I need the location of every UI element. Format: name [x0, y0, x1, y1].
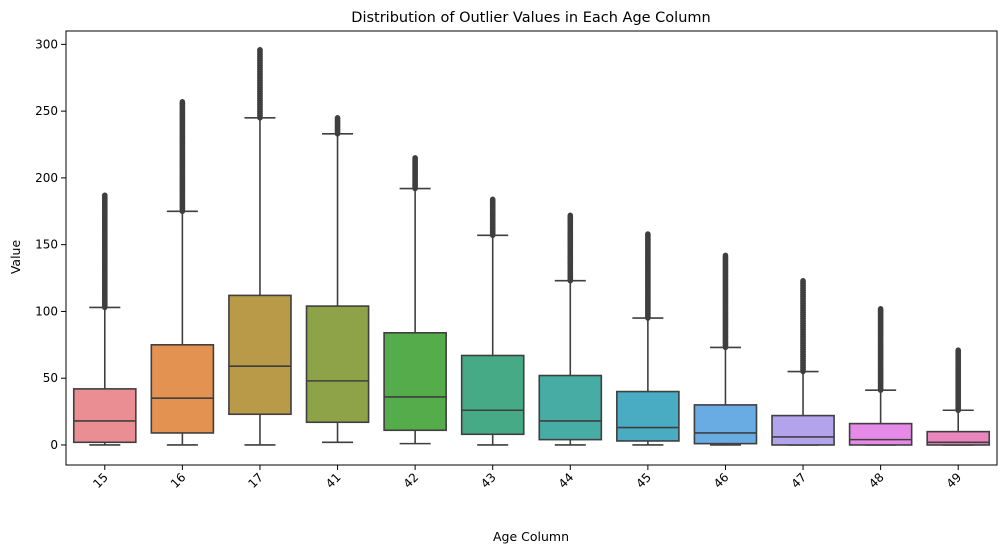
- outlier-point: [101, 192, 108, 199]
- box-body: [305, 305, 370, 424]
- outlier-point: [722, 254, 729, 261]
- x-tick-label: 16: [168, 470, 189, 491]
- box-48: [848, 306, 913, 446]
- y-tick-label: 0: [50, 438, 58, 452]
- x-tick-label: 48: [866, 470, 887, 491]
- x-tick-label: 17: [245, 470, 266, 491]
- box-body: [228, 294, 292, 416]
- x-tick-label: 41: [323, 470, 344, 491]
- chart-title: Distribution of Outlier Values in Each A…: [351, 10, 710, 26]
- x-axis-ticks: 15 16 17 41 42 43 44 45 46 47 48 49: [90, 465, 964, 491]
- outlier-point: [800, 278, 807, 285]
- box-16: [150, 99, 215, 446]
- outlier-point: [955, 348, 962, 355]
- box-45: [616, 231, 680, 446]
- box-46: [693, 252, 758, 446]
- outlier-point: [412, 154, 419, 161]
- box-body: [693, 404, 758, 445]
- y-axis-label: Value: [8, 240, 23, 275]
- box-17: [228, 46, 292, 446]
- outlier-point: [334, 115, 341, 122]
- box-43: [460, 196, 525, 446]
- outlier-point: [644, 231, 651, 238]
- outlier-point: [489, 197, 496, 204]
- x-tick-label: 42: [401, 470, 422, 491]
- outlier-point: [256, 46, 263, 53]
- y-tick-label: 200: [35, 171, 58, 185]
- x-tick-label: 46: [711, 470, 732, 491]
- x-tick-label: 45: [633, 470, 654, 491]
- box-body: [383, 331, 447, 432]
- x-tick-label: 15: [90, 470, 111, 491]
- box-42: [383, 154, 447, 445]
- box-41: [305, 115, 370, 444]
- x-axis-label: Age Column: [493, 529, 569, 544]
- y-tick-label: 50: [43, 371, 58, 385]
- x-tick-label: 47: [788, 470, 809, 491]
- outlier-point: [179, 100, 186, 107]
- plot-frame: [65, 30, 998, 466]
- y-tick-label: 300: [35, 37, 58, 51]
- box-body: [848, 422, 913, 446]
- box-15: [72, 192, 137, 446]
- y-axis-ticks: 0 50 100 150 200 250 300: [35, 37, 66, 452]
- x-tick-label: 44: [556, 470, 577, 491]
- box-body: [538, 374, 603, 441]
- box-body: [616, 390, 680, 442]
- y-tick-label: 100: [35, 304, 58, 318]
- box-47: [771, 277, 835, 446]
- y-tick-label: 150: [35, 238, 58, 252]
- box-49: [926, 347, 991, 446]
- y-tick-label: 250: [35, 104, 58, 118]
- box-body: [771, 414, 835, 446]
- box-body: [150, 344, 215, 434]
- box-body: [460, 354, 525, 436]
- outlier-point: [567, 214, 574, 221]
- outlier-point: [877, 306, 884, 313]
- x-tick-label: 49: [944, 470, 965, 491]
- box-body: [72, 388, 137, 444]
- box-44: [538, 212, 603, 446]
- boxes: [72, 46, 991, 446]
- x-tick-label: 43: [478, 470, 499, 491]
